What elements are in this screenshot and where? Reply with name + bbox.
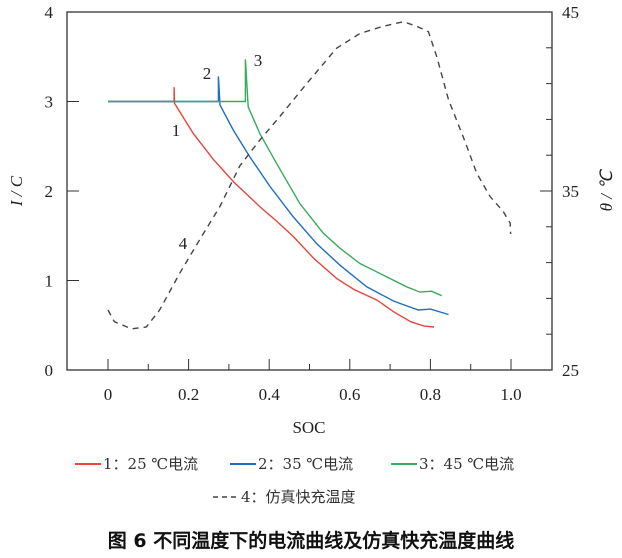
y-axis-label: I / C [7,175,26,207]
y-tick-label: 1 [45,272,54,291]
y-tick-label: 4 [45,3,54,22]
y-tick-label: 3 [45,93,54,112]
y2-tick-label: 35 [562,182,579,201]
series-line-2 [108,76,449,316]
legend-label-1: 1：25 ℃电流 [103,455,198,473]
x-tick-label: 0.6 [339,385,360,404]
axis-ticks: 0 0.2 0.4 0.6 0.8 1.0 0 1 2 3 4 25 35 45 [45,3,580,404]
legend-label-4: 4：仿真快充温度 [241,488,356,506]
x-tick-label: 0.4 [259,385,281,404]
series-line-1 [108,87,435,328]
x-tick-label: 1.0 [500,385,521,404]
y2-axis-label: θ / ℃ [597,169,616,212]
figure-caption: 图 6 不同温度下的电流曲线及仿真快充温度曲线 [108,529,514,552]
series-label-3: 3 [254,51,263,70]
series-line-4 [107,20,512,330]
x-tick-label: 0 [104,385,113,404]
x-tick-label: 0.8 [420,385,441,404]
y2-tick-label: 45 [562,3,579,22]
x-tick-label: 0.2 [178,385,199,404]
y-tick-label: 2 [45,182,54,201]
series-label-1: 1 [172,121,181,140]
series-group: 1 2 3 4 [107,20,512,330]
series-line-3 [108,59,442,297]
y2-tick-label: 25 [562,361,579,380]
legend-label-2: 2：35 ℃电流 [258,455,353,473]
series-label-2: 2 [203,64,212,83]
series-label-4: 4 [179,234,188,253]
legend-label-3: 3：45 ℃电流 [419,455,514,473]
y-tick-label: 0 [45,361,54,380]
legend: 1：25 ℃电流 2：35 ℃电流 3：45 ℃电流 4：仿真快充温度 [75,455,514,506]
x-axis-label: SOC [292,418,325,437]
plot-frame [66,11,553,371]
